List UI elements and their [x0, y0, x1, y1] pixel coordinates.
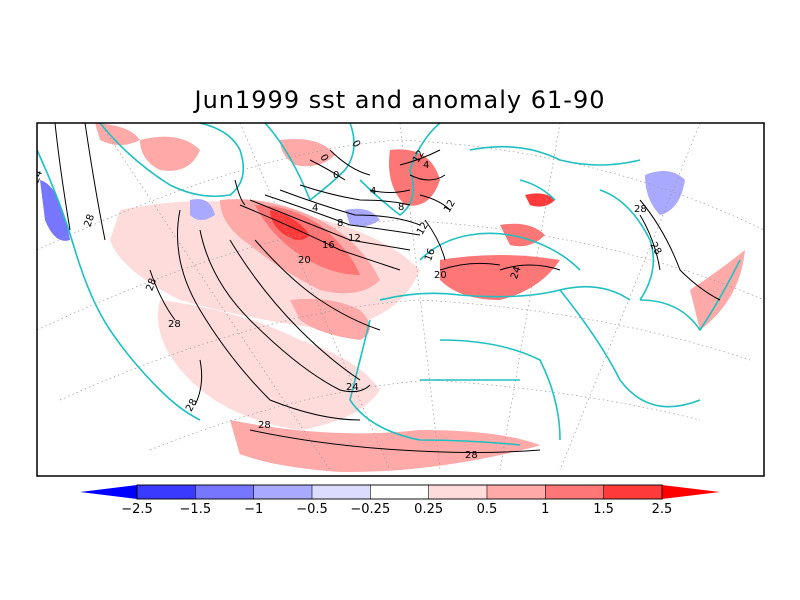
contour-label: 0: [317, 153, 330, 164]
colorbar-cell: [253, 484, 313, 500]
contour-label: 0: [333, 170, 339, 181]
contour-label: 28: [258, 420, 271, 431]
contour-label: 20: [298, 255, 311, 266]
map-frame: [36, 122, 765, 477]
colorbar-tick-label: −0.25: [350, 502, 390, 517]
colorbar-cell: [428, 484, 488, 500]
coastlines: [37, 123, 741, 446]
colorbar: −2.5 −1.5 −1 −0.5 −0.25 0.25 0.5 1 1.5 2.5: [80, 484, 720, 517]
map-panel: 24 28 28 28 28 28 28 24 20 16 12 8 4 0 0…: [30, 122, 765, 477]
contour-label: 8: [337, 218, 343, 229]
colorbar-tick-label: −0.5: [296, 502, 328, 517]
contour-label: 28: [465, 450, 478, 461]
colorbar-tick-label: 1.5: [593, 502, 614, 517]
colorbar-tick-label: −2.5: [121, 502, 153, 517]
colorbar-cell: [545, 484, 605, 500]
contour-label: 8: [398, 202, 404, 213]
colorbar-cell: [311, 484, 372, 500]
colorbar-arrow-left: [80, 485, 137, 499]
contour-label: 16: [322, 240, 335, 251]
contour-label: 28: [634, 204, 647, 215]
contour-label: 24: [30, 169, 45, 185]
contour-label: 4: [423, 160, 429, 171]
colorbar-cell: [486, 484, 547, 500]
contour-label: 24: [509, 265, 524, 281]
contour-label: 0: [349, 139, 362, 150]
contour-label: 4: [370, 186, 376, 197]
colorbar-tick-label: −1.5: [180, 502, 212, 517]
page-title: Jun1999 sst and anomaly 61-90: [194, 86, 606, 114]
contour-label: 28: [82, 213, 97, 229]
contour-label: 20: [434, 270, 447, 281]
contour-label: 16: [423, 247, 438, 263]
colorbar-cell: [195, 484, 255, 500]
contour-label: 12: [348, 233, 361, 244]
colorbar-tick-label: 1: [541, 502, 549, 517]
colorbar-cell: [370, 484, 430, 500]
contour-label: 24: [346, 382, 359, 393]
sst-contours: [54, 123, 721, 453]
colorbar-cell: [136, 484, 197, 500]
colorbar-tick-label: −1: [244, 502, 263, 517]
colorbar-tick-label: 0.5: [477, 502, 498, 517]
contour-labels: 24 28 28 28 28 28 28 24 20 16 12 8 4 0 0…: [30, 139, 663, 461]
contour-label: 28: [144, 277, 159, 293]
colorbar-cell: [603, 484, 663, 500]
colorbar-tick-label: 0.25: [414, 502, 443, 517]
contour-label: 28: [168, 319, 181, 330]
colorbar-arrow-right: [662, 485, 720, 499]
contour-label: 4: [312, 203, 318, 214]
colorbar-tick-label: 2.5: [652, 502, 673, 517]
